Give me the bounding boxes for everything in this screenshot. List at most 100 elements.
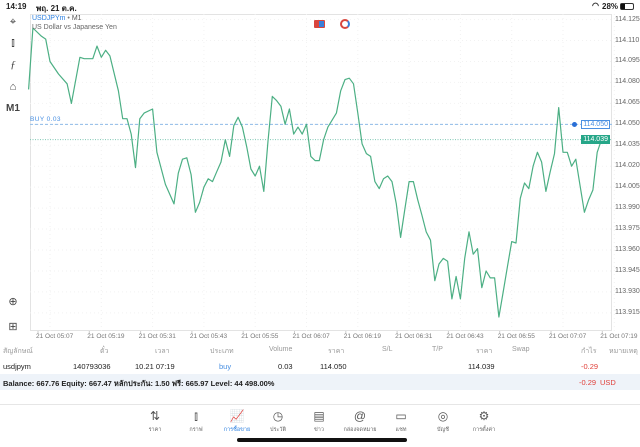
symbol-name: USDJPYm — [32, 15, 66, 22]
x-tick-label: 21 Oct 05:07 — [36, 333, 74, 340]
x-tick-label: 21 Oct 05:43 — [189, 333, 228, 340]
account-icon: ◎ — [437, 409, 449, 423]
y-tick-label: 114.095 — [615, 57, 640, 65]
y-tick-label: 114.110 — [615, 36, 640, 44]
nav-label: การตั้งค่า — [472, 427, 496, 433]
battery-level: 28% — [602, 2, 619, 11]
y-tick-label: 114.020 — [615, 162, 640, 170]
open-price-tag: 114.050 — [581, 120, 610, 129]
cell-price: 114.039 — [468, 362, 495, 371]
x-tick-label: 21 Oct 06:43 — [446, 333, 484, 340]
chart-area[interactable] — [30, 14, 612, 331]
timeframe-button[interactable]: M1 — [6, 103, 20, 114]
currency: USD — [600, 378, 616, 387]
nav-label: ประวัติ — [269, 427, 287, 433]
nav-candles[interactable]: ⫾ กราฟ — [176, 409, 216, 434]
header-symbol[interactable]: สัญลักษณ์ — [3, 348, 33, 355]
candles-icon: ⫾ — [194, 409, 198, 423]
date: พฤ. 21 ต.ค. — [36, 4, 77, 13]
cell-type: buy — [219, 362, 232, 371]
nav-settings[interactable]: ⚙ การตั้งค่า — [464, 409, 504, 434]
title-separator: • — [67, 15, 70, 22]
nav-quotes[interactable]: ⇅ ราคา — [135, 409, 175, 434]
total-profit: -0.29 — [579, 378, 597, 387]
zoom-icon[interactable]: ⊕ — [8, 296, 18, 308]
y-tick-label: 113.990 — [615, 204, 640, 212]
y-tick-label: 114.035 — [615, 141, 640, 149]
trade-icon: 📈 — [229, 409, 245, 423]
settings-icon: ⚙ — [478, 409, 490, 423]
quotes-icon: ⇅ — [149, 409, 161, 423]
y-tick-label: 114.080 — [615, 78, 640, 86]
y-tick-label: 114.050 — [615, 120, 640, 128]
balance-summary: Balance: 667.76 Equity: 667.47 หลักประกั… — [3, 379, 275, 388]
cell-profit: -0.29 — [581, 362, 599, 371]
nav-mailbox[interactable]: @ กล่องจดหมาย — [340, 409, 380, 434]
header-time[interactable]: เวลา — [155, 348, 170, 355]
current-price-tag: 114.039 — [581, 135, 610, 144]
nav-account[interactable]: ◎ บัญชี — [423, 409, 463, 434]
x-tick-label: 21 Oct 05:55 — [241, 333, 279, 340]
y-tick-label: 114.005 — [615, 183, 640, 191]
price-line-series — [28, 27, 603, 318]
nav-label: แชท — [395, 427, 407, 433]
depth-of-market-icon[interactable] — [340, 19, 350, 29]
x-tick-label: 21 Oct 06:19 — [343, 333, 382, 340]
buy-order-label[interactable]: BUY 0.03 — [30, 116, 61, 123]
nav-label: ข่าว — [314, 427, 324, 433]
header-tp[interactable]: T/P — [432, 346, 443, 353]
order-marker[interactable] — [572, 122, 577, 127]
x-tick-label: 21 Oct 05:31 — [138, 333, 176, 340]
nav-history[interactable]: ◷ ประวัติ — [258, 409, 298, 434]
balance-row: Balance: 667.76 Equity: 667.47 หลักประกั… — [0, 374, 640, 390]
nav-chat[interactable]: ▭ แชท — [381, 409, 421, 434]
mailbox-icon: @ — [353, 409, 367, 423]
symbol-description: US Dollar vs Japanese Yen — [32, 24, 117, 31]
y-tick-label: 113.930 — [615, 287, 640, 295]
y-tick-label: 114.125 — [615, 15, 640, 23]
x-tick-label: 21 Oct 06:31 — [395, 333, 433, 340]
one-click-trading-icon[interactable] — [314, 20, 325, 28]
price-chart[interactable] — [0, 0, 640, 345]
clock: 14:19 — [6, 2, 27, 11]
nav-label: ราคา — [148, 427, 162, 433]
x-tick-label: 21 Oct 07:07 — [549, 333, 587, 340]
nav-news[interactable]: ▤ ข่าว — [299, 409, 339, 434]
crosshair-icon[interactable]: ⌖ — [9, 16, 17, 28]
header-profit[interactable]: กำไร — [581, 348, 597, 355]
indicators-icon[interactable]: ƒ — [10, 59, 16, 71]
header-volume[interactable]: Volume — [269, 346, 293, 353]
nav-label: บัญชี — [437, 427, 449, 433]
cell-volume: 0.03 — [278, 362, 293, 371]
history-icon: ◷ — [272, 409, 284, 423]
bottom-nav: ⇅ ราคา ⫾ กราฟ 📈 การซื้อขาย ◷ ประวัติ ▤ ข่าว @ กล่อง… — [0, 404, 640, 447]
add-icon[interactable]: ⊞ — [8, 321, 18, 333]
x-tick-label: 21 Oct 06:07 — [292, 333, 330, 340]
x-tick-label: 21 Oct 07:19 — [600, 333, 638, 340]
home-indicator[interactable] — [237, 438, 407, 442]
cell-ticket: 140793036 — [73, 362, 111, 371]
nav-label: กล่องจดหมาย — [343, 427, 377, 433]
header-comment[interactable]: หมายเหตุ — [609, 348, 638, 355]
chart-type-candles-icon[interactable]: ⫾ — [11, 37, 15, 49]
y-tick-label: 113.945 — [615, 266, 640, 274]
nav-label: กราฟ — [189, 427, 203, 433]
objects-icon[interactable]: ⌂ — [9, 81, 17, 93]
nav-label: การซื้อขาย — [223, 427, 251, 433]
status-bar: 14:19 พฤ. 21 ต.ค. ◠ 28% — [0, 0, 640, 13]
header-sl[interactable]: S/L — [382, 346, 393, 353]
nav-trade[interactable]: 📈 การซื้อขาย — [217, 409, 257, 434]
news-icon: ▤ — [313, 409, 325, 423]
header-swap[interactable]: Swap — [512, 346, 530, 353]
y-tick-label: 113.960 — [615, 246, 640, 253]
x-tick-label: 21 Oct 05:19 — [87, 333, 125, 340]
header-price[interactable]: ราคา — [476, 348, 493, 355]
cell-symbol: usdjpym — [3, 362, 31, 371]
x-tick-label: 21 Oct 06:55 — [497, 333, 535, 340]
header-ticket[interactable]: ตั๋ว — [100, 348, 109, 355]
header-open-price[interactable]: ราคา — [328, 348, 345, 355]
table-row[interactable]: usdjpym 140793036 10.21 07:19 buy 0.03 1… — [0, 358, 640, 373]
header-type[interactable]: ประเภท — [210, 348, 234, 355]
battery-icon — [620, 3, 634, 10]
y-tick-label: 113.915 — [615, 308, 640, 316]
